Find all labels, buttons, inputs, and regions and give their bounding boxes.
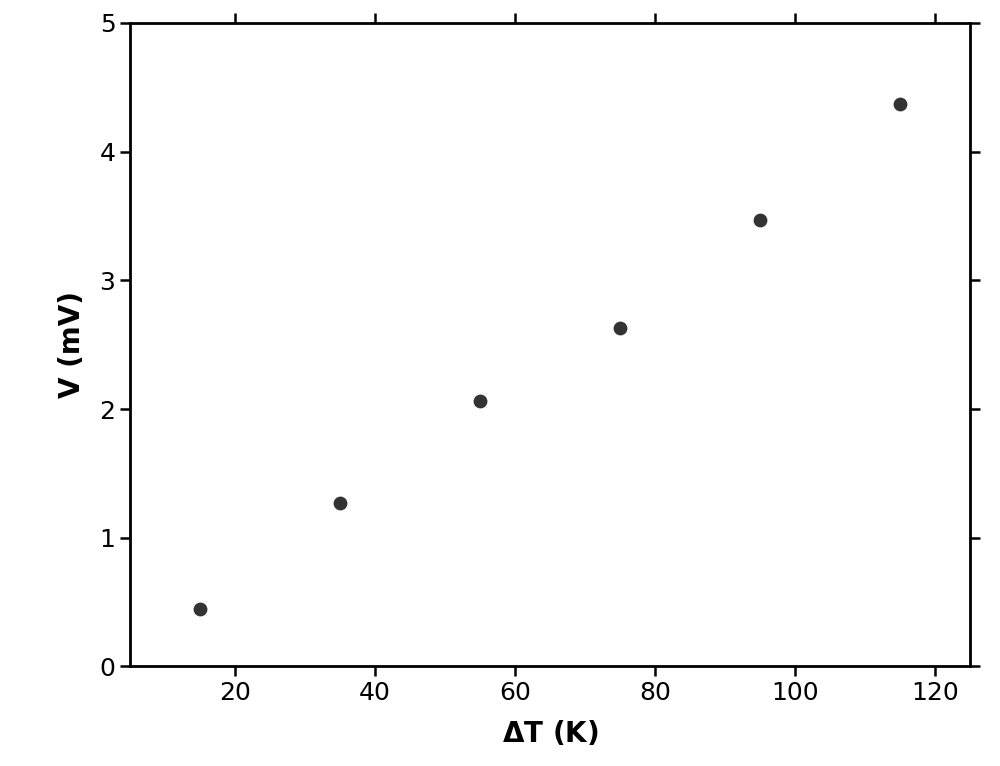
Point bbox=[752, 214, 768, 226]
Y-axis label: V (mV): V (mV) bbox=[58, 291, 86, 398]
Point bbox=[892, 98, 908, 110]
X-axis label: $\mathbf{\Delta T}$ $\mathbf{(K)}$: $\mathbf{\Delta T}$ $\mathbf{(K)}$ bbox=[502, 719, 598, 748]
Point bbox=[472, 395, 488, 408]
Point bbox=[332, 497, 348, 509]
Point bbox=[612, 322, 628, 334]
Point bbox=[192, 602, 208, 614]
